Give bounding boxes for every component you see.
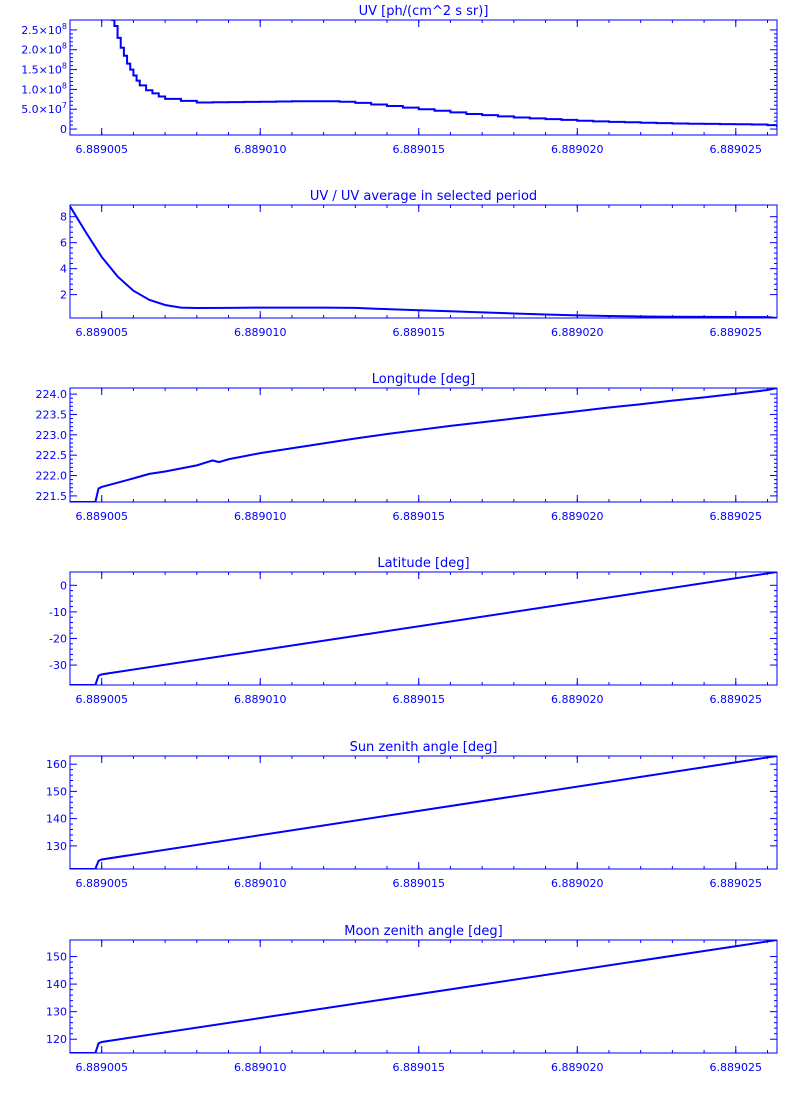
data-series-line <box>70 572 777 685</box>
data-series-line <box>70 756 777 869</box>
x-tick-label: 6.889020 <box>551 143 604 156</box>
x-tick-label: 6.889025 <box>710 877 763 890</box>
y-tick-label: 223.0 <box>36 429 68 442</box>
y-tick-label: 150 <box>46 951 67 964</box>
chart-panel-3: Longitude [deg] 6.889005 6.889010 6.889015 6… <box>36 372 778 523</box>
y-tick-label: 0 <box>60 123 67 136</box>
plot-frame <box>69 387 778 503</box>
chart-title: Moon zenith angle [deg] <box>344 924 502 939</box>
data-series-line <box>111 20 777 128</box>
y-tick-label: 2.5×108 <box>21 22 67 37</box>
x-tick-label: 6.889015 <box>392 143 445 156</box>
plot-frame <box>69 571 778 686</box>
x-tick-label: 6.889005 <box>75 510 128 523</box>
chart-title: Latitude [deg] <box>377 556 469 571</box>
y-tick-mantissa: 5.0×10 <box>21 103 62 116</box>
x-tick-label: 6.889015 <box>392 326 445 339</box>
x-tick-label: 6.889015 <box>392 510 445 523</box>
x-tick-label: 6.889010 <box>234 877 287 890</box>
y-tick-label: 222.0 <box>36 470 68 483</box>
y-tick-label: 140 <box>46 813 67 826</box>
chart-title: Longitude [deg] <box>372 372 475 387</box>
y-tick-exponent: 8 <box>62 22 67 31</box>
x-tick-label: 6.889005 <box>75 326 128 339</box>
y-tick-label: 223.5 <box>36 408 68 421</box>
chart-panel-6: Moon zenith angle [deg] 6.889005 6.889010 6… <box>46 924 778 1074</box>
y-tick-label: 120 <box>46 1033 67 1046</box>
x-tick-label: 6.889020 <box>551 1061 604 1074</box>
x-tick-label: 6.889015 <box>392 877 445 890</box>
y-tick-label: 5.0×107 <box>21 101 67 116</box>
y-tick-label: 4 <box>60 263 67 276</box>
x-tick-label: 6.889025 <box>710 510 763 523</box>
chart-panel-4: Latitude [deg] 6.889005 6.889010 6.889015 6.… <box>49 556 778 706</box>
y-tick-label: 221.5 <box>36 490 68 503</box>
y-tick-label: 2 <box>60 289 67 302</box>
x-tick-label: 6.889005 <box>75 1061 128 1074</box>
y-tick-label: 1.5×108 <box>21 62 67 77</box>
y-tick-mantissa: 0 <box>60 123 67 136</box>
y-tick-label: -10 <box>49 606 67 619</box>
data-series-line <box>70 205 777 318</box>
plot-frame <box>69 939 778 1054</box>
y-tick-label: -20 <box>49 632 67 645</box>
x-tick-label: 6.889010 <box>234 1061 287 1074</box>
y-tick-label: 222.5 <box>36 449 68 462</box>
y-tick-exponent: 8 <box>62 62 67 71</box>
y-tick-label: -30 <box>49 659 67 672</box>
y-tick-label: 130 <box>46 1006 67 1019</box>
y-tick-mantissa: 2.5×10 <box>21 24 62 37</box>
x-tick-label: 6.889025 <box>710 693 763 706</box>
x-tick-label: 6.889010 <box>234 326 287 339</box>
x-tick-label: 6.889020 <box>551 693 604 706</box>
x-tick-label: 6.889025 <box>710 1061 763 1074</box>
chart-title: UV / UV average in selected period <box>310 189 537 204</box>
y-tick-exponent: 7 <box>62 101 67 110</box>
y-tick-label: 130 <box>46 840 67 853</box>
chart-panels: UV [ph/(cm^2 s sr)] 6.889005 6.889010 6.889… <box>21 4 778 1074</box>
x-tick-label: 6.889010 <box>234 143 287 156</box>
y-tick-label: 8 <box>60 211 67 224</box>
x-tick-label: 6.889015 <box>392 1061 445 1074</box>
x-tick-label: 6.889020 <box>551 510 604 523</box>
y-tick-exponent: 8 <box>62 81 67 90</box>
chart-panel-2: UV / UV average in selected period 6.8890… <box>60 189 778 339</box>
plot-frame <box>69 204 778 319</box>
y-tick-mantissa: 1.0×10 <box>21 83 62 96</box>
y-tick-label: 6 <box>60 237 67 250</box>
y-tick-mantissa: 2.0×10 <box>21 44 62 57</box>
chart-panel-5: Sun zenith angle [deg] 6.889005 6.889010 6.… <box>46 740 778 890</box>
data-series-line <box>70 388 777 502</box>
data-series-line <box>70 940 777 1053</box>
x-tick-label: 6.889025 <box>710 143 763 156</box>
y-tick-mantissa: 1.5×10 <box>21 64 62 77</box>
x-tick-label: 6.889020 <box>551 877 604 890</box>
x-tick-label: 6.889010 <box>234 510 287 523</box>
y-tick-exponent: 8 <box>62 42 67 51</box>
x-tick-label: 6.889020 <box>551 326 604 339</box>
chart-title: UV [ph/(cm^2 s sr)] <box>359 4 489 19</box>
x-tick-label: 6.889025 <box>710 326 763 339</box>
chart-panel-1: UV [ph/(cm^2 s sr)] 6.889005 6.889010 6.889… <box>21 4 778 156</box>
plot-frame <box>69 755 778 870</box>
y-tick-label: 140 <box>46 978 67 991</box>
y-tick-label: 1.0×108 <box>21 81 67 96</box>
x-tick-label: 6.889015 <box>392 693 445 706</box>
y-tick-label: 150 <box>46 785 67 798</box>
y-tick-label: 160 <box>46 758 67 771</box>
x-tick-label: 6.889010 <box>234 693 287 706</box>
x-tick-label: 6.889005 <box>75 693 128 706</box>
y-tick-label: 2.0×108 <box>21 42 67 57</box>
x-tick-label: 6.889005 <box>75 877 128 890</box>
chart-title: Sun zenith angle [deg] <box>350 740 498 755</box>
y-tick-label: 0 <box>60 579 67 592</box>
y-tick-label: 224.0 <box>36 388 68 401</box>
x-tick-label: 6.889005 <box>75 143 128 156</box>
